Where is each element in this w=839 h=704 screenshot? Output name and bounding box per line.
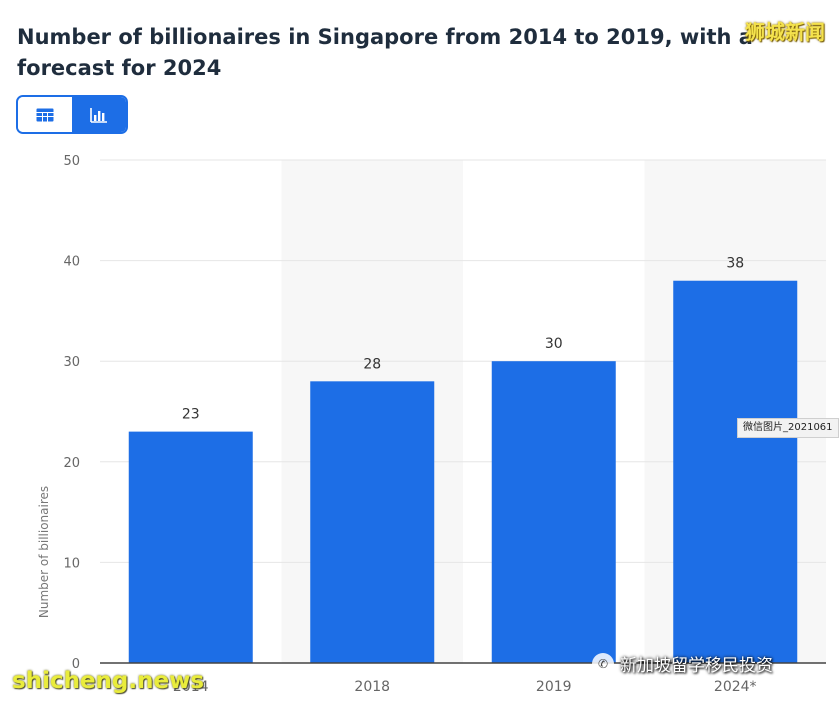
x-tick-label: 2019 [536, 679, 572, 695]
y-tick-label: 40 [63, 255, 80, 270]
bar-chart-icon [90, 107, 107, 123]
view-toggle[interactable] [16, 95, 128, 134]
bar-2024[interactable] [673, 280, 798, 663]
bar-2018[interactable] [310, 381, 435, 663]
x-tick-label: 2018 [354, 679, 390, 695]
y-tick-label: 30 [63, 355, 80, 370]
data-label: 38 [726, 256, 744, 272]
chart-view-button[interactable] [72, 97, 126, 132]
image-tooltip: 微信图片_2021061 [737, 418, 839, 438]
watermark-top-right: 狮城新闻 [745, 20, 825, 44]
bar-2019[interactable] [491, 361, 616, 663]
wechat-icon: ✆ [592, 652, 614, 675]
watermark-wechat: ✆ 新加坡留学移民投资 [592, 651, 773, 676]
y-tick-label: 0 [72, 657, 80, 672]
x-tick-label: 2024* [714, 679, 757, 695]
bar-2014[interactable] [128, 431, 253, 663]
x-tick-label: 2014 [173, 679, 209, 695]
data-label: 30 [545, 336, 563, 352]
watermark-bottom-left: shicheng.news [12, 668, 205, 694]
wechat-account-name: 新加坡留学移民投资 [620, 656, 773, 676]
y-tick-label: 50 [63, 154, 80, 169]
data-label: 23 [182, 407, 200, 423]
chart-title: Number of billionaires in Singapore from… [17, 25, 753, 80]
y-tick-label: 20 [63, 456, 80, 471]
table-view-button[interactable] [18, 97, 72, 132]
y-axis-label: Number of billionaires [37, 486, 51, 618]
bar-chart: 0 10 20 30 40 50 23 28 30 38 2014 2018 2019 2024* N… [37, 154, 826, 695]
table-icon [36, 108, 54, 121]
data-label: 28 [363, 356, 381, 372]
y-tick-label: 10 [63, 556, 80, 571]
